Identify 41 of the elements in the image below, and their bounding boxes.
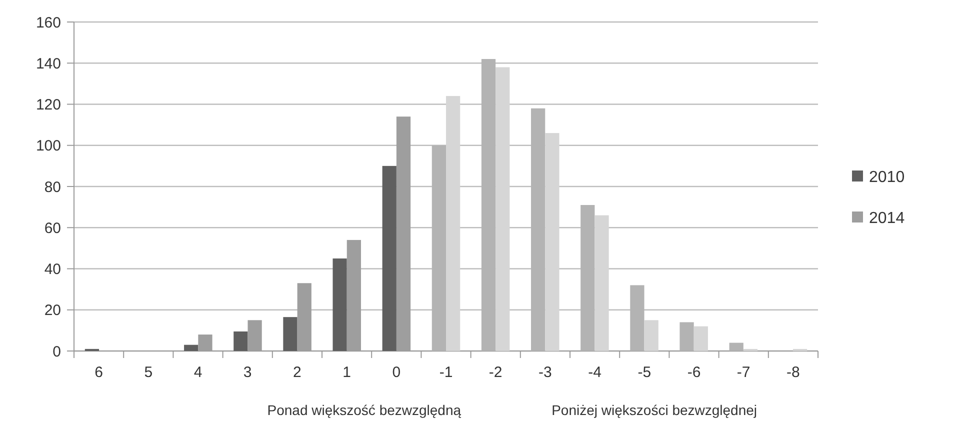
bar [694,326,708,351]
x-tick-label: -7 [736,364,750,381]
bar [545,133,560,351]
bar [332,258,347,351]
y-tick-label: 60 [44,220,61,237]
bar [184,344,198,351]
x-tick-label: -6 [687,364,701,381]
y-tick-label: 40 [44,261,61,278]
x-tick-label: 1 [342,364,351,381]
bar [446,96,460,351]
x-tick-label: -2 [488,364,502,381]
bar [234,331,248,351]
x-tick-label: 5 [144,364,153,381]
y-tick-label: 100 [36,138,61,155]
y-tick-label: 120 [36,96,61,114]
y-tick-label: 20 [44,302,61,320]
legend-label: 2010 [869,169,905,186]
bar [680,322,694,351]
x-tick-label: 6 [94,364,103,381]
bar [382,166,396,351]
x-tick-label: 0 [392,364,401,381]
bar [644,320,658,351]
y-tick-label: 80 [44,178,61,196]
y-tick-label: 140 [36,55,61,72]
x-tick-label: -5 [638,364,652,381]
bar [496,67,510,351]
bar [729,342,744,351]
x-tick-label: -4 [588,364,602,381]
x-tick-label: 3 [243,364,252,381]
x-tick-label: 4 [194,364,202,381]
bar [283,317,298,351]
bar [594,215,609,351]
legend-label: 2014 [869,210,905,228]
y-tick-label: 0 [52,343,61,360]
text: Ponad większość bezwzględną [267,402,462,418]
x-tick-label: 2 [293,364,302,381]
x-tick-label: -1 [439,364,453,381]
y-tick-label: 160 [36,14,61,32]
x-tick-label: -3 [538,364,552,381]
x-tick-label: -8 [786,364,800,381]
text: Poniżej większości bezwzględnej [552,402,758,418]
